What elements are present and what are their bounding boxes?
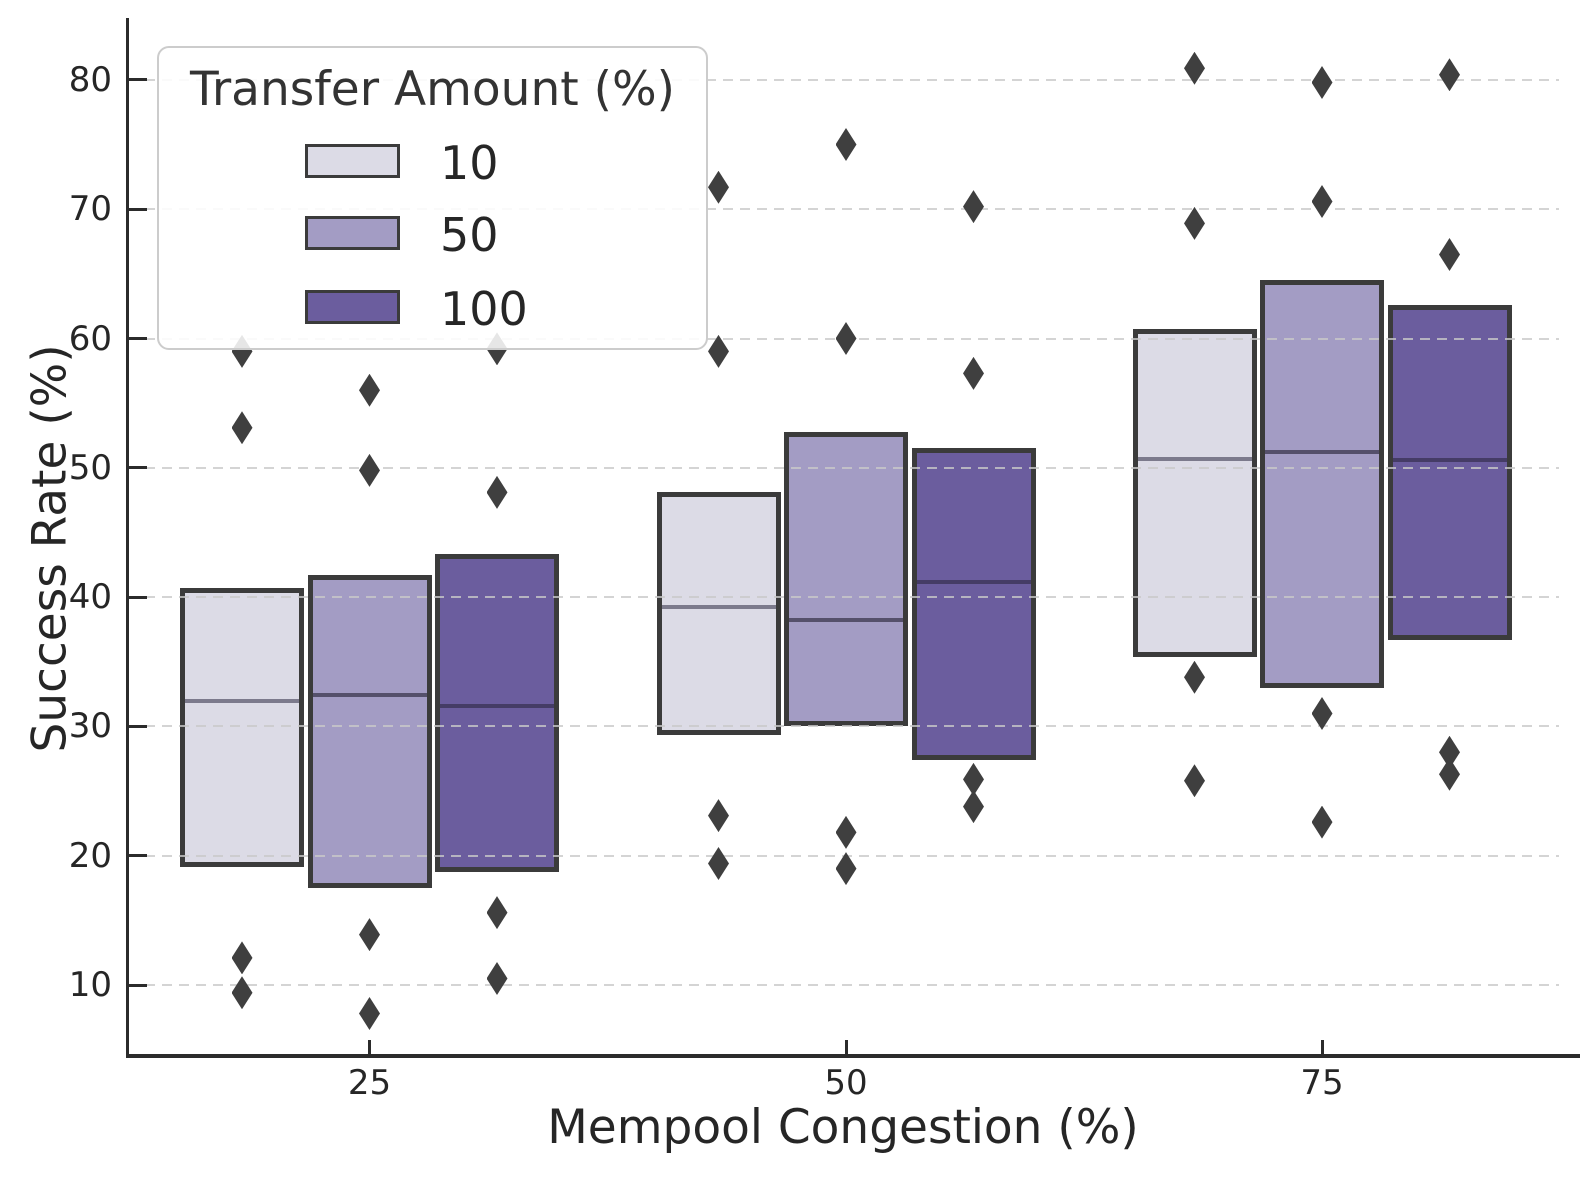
legend-swatch-50 [305, 216, 400, 250]
outlier-diamond [708, 334, 729, 368]
y-tick-label: 20 [68, 835, 112, 876]
y-tick-label: 60 [68, 318, 112, 359]
outlier-diamond [359, 996, 380, 1030]
outlier-diamond [1311, 696, 1333, 730]
x-axis-label: Mempool Congestion (%) [547, 1100, 1139, 1155]
y-axis-label: Success Rate (%) [22, 344, 78, 753]
outlier-diamond [231, 941, 253, 975]
median-line [440, 703, 554, 708]
legend-label: 10 [440, 136, 499, 190]
y-gridline [128, 984, 1559, 986]
outlier-diamond [1439, 237, 1460, 271]
x-tick-mark [844, 1040, 848, 1055]
median-line [916, 579, 1031, 584]
median-line [312, 693, 427, 698]
y-gridline [128, 854, 1559, 857]
legend-label: 50 [440, 208, 499, 262]
outlier-diamond [231, 411, 253, 445]
outlier-diamond [486, 896, 508, 930]
outlier-diamond [1184, 764, 1205, 798]
outlier-diamond [835, 322, 857, 355]
box-50-at-50 [784, 431, 908, 727]
x-tick-label: 50 [824, 1063, 868, 1103]
outlier-diamond [1311, 65, 1333, 99]
outlier-diamond [835, 128, 857, 162]
y-tick-mark [129, 595, 147, 599]
legend-entry: 50 [159, 208, 706, 262]
box-100-at-75 [1387, 304, 1512, 640]
outlier-diamond [1311, 184, 1333, 218]
x-tick-mark [1320, 1040, 1324, 1055]
y-tick-mark [129, 724, 147, 728]
y-tick-mark [129, 466, 147, 470]
outlier-diamond [963, 356, 984, 390]
box-50-at-75 [1260, 280, 1384, 688]
box-50-at-25 [307, 575, 432, 888]
median-line [1265, 450, 1379, 455]
x-tick-label: 25 [347, 1063, 392, 1103]
outlier-diamond [708, 799, 729, 833]
outlier-diamond [359, 918, 380, 952]
outlier-diamond [835, 852, 857, 886]
x-tick-label: 75 [1300, 1063, 1344, 1103]
legend-title: Transfer Amount (%) [190, 62, 675, 117]
outlier-diamond [963, 190, 984, 224]
y-tick-label: 70 [68, 189, 112, 230]
outlier-diamond [231, 976, 253, 1010]
y-axis-spine [126, 18, 129, 1057]
x-tick-mark [368, 1040, 371, 1055]
legend-entry: 10 [159, 136, 706, 190]
box-10-at-25 [180, 588, 304, 868]
outlier-diamond [486, 475, 508, 509]
legend-swatch-10 [305, 144, 400, 178]
y-gridline [128, 725, 1559, 728]
y-tick-label: 30 [68, 706, 112, 747]
y-gridline [128, 208, 1559, 211]
outlier-diamond [1439, 58, 1460, 92]
outlier-diamond [708, 170, 729, 204]
box-100-at-25 [435, 554, 559, 873]
outlier-diamond [486, 962, 508, 996]
outlier-diamond [835, 815, 857, 849]
y-tick-mark [129, 78, 147, 82]
outlier-diamond [963, 790, 984, 824]
legend-label: 100 [440, 282, 528, 336]
y-tick-mark [129, 337, 147, 340]
y-tick-label: 50 [68, 447, 112, 488]
y-gridline [128, 466, 1559, 469]
legend: Transfer Amount (%) 10 50 100 [157, 46, 708, 350]
outlier-diamond [1439, 757, 1460, 791]
outlier-diamond [359, 453, 380, 487]
outlier-diamond [359, 373, 380, 407]
median-line [185, 698, 299, 703]
y-tick-mark [129, 983, 147, 987]
y-tick-mark [129, 207, 147, 211]
y-tick-mark [129, 854, 147, 858]
median-line [789, 618, 903, 623]
median-line [1137, 456, 1252, 461]
outlier-diamond [708, 846, 729, 880]
x-axis-spine [126, 1054, 1580, 1058]
legend-entry: 100 [159, 282, 706, 336]
outlier-diamond [963, 762, 984, 796]
outlier-diamond [1439, 735, 1460, 769]
outlier-diamond [1311, 805, 1333, 839]
box-10-at-75 [1132, 329, 1257, 657]
outlier-diamond [1184, 51, 1205, 85]
outlier-diamond [1184, 206, 1205, 240]
y-tick-label: 80 [68, 59, 112, 100]
y-tick-label: 10 [68, 965, 112, 1005]
median-line [661, 605, 776, 610]
y-gridline [128, 78, 1559, 81]
y-tick-label: 40 [68, 577, 112, 618]
outlier-diamond [1184, 660, 1205, 694]
y-gridline [128, 596, 1559, 599]
median-line [1392, 458, 1507, 463]
box-100-at-50 [911, 448, 1036, 760]
legend-swatch-100 [305, 290, 400, 324]
box-10-at-50 [656, 492, 781, 736]
